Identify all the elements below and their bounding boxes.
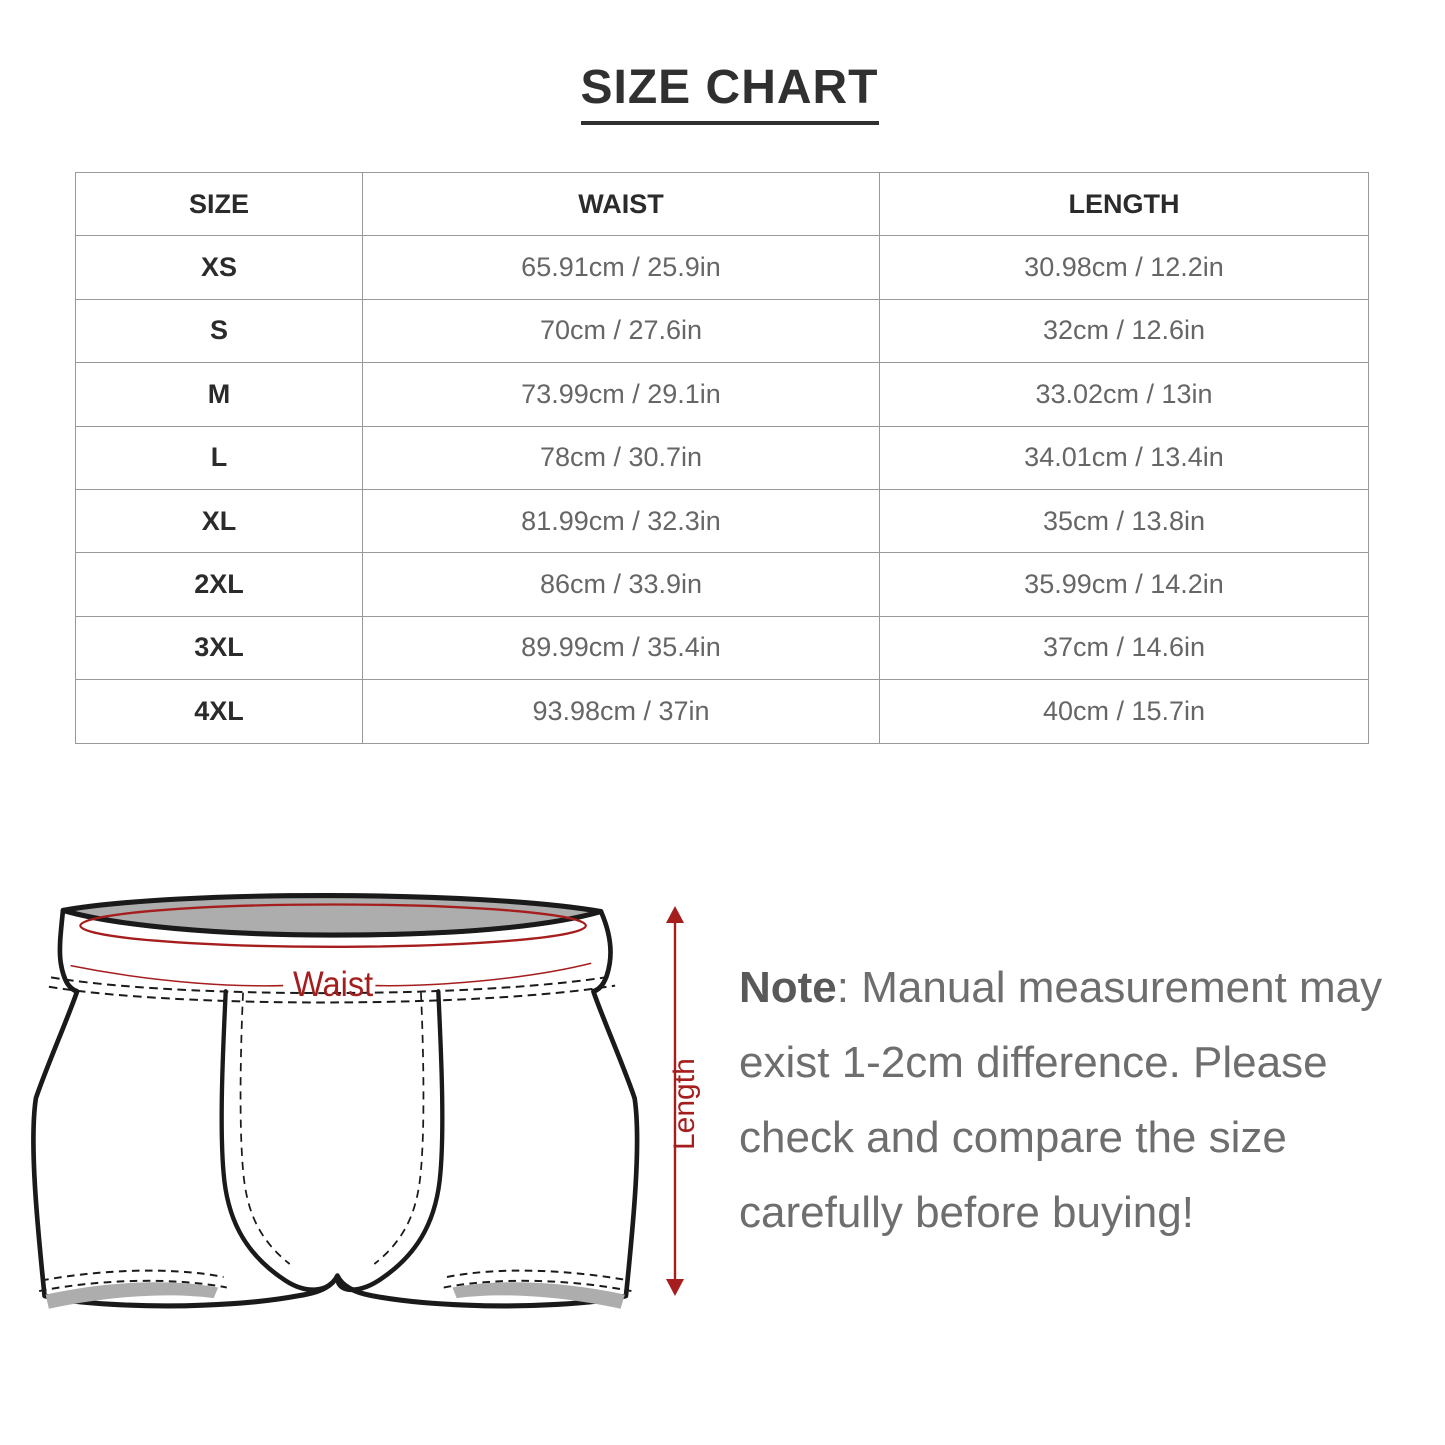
svg-text:Waist: Waist (293, 965, 374, 1004)
